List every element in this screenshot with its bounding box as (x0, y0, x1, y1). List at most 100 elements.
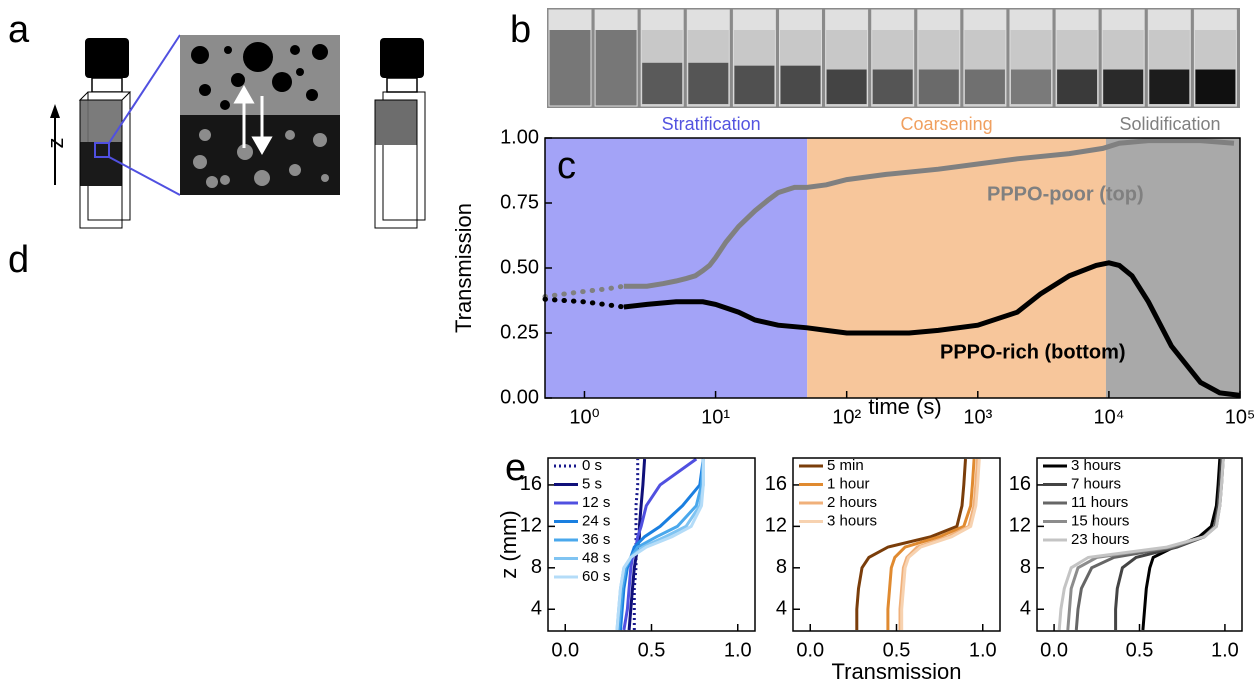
series-line (623, 138, 1235, 289)
y-tick-label: 4 (531, 598, 542, 620)
vial-cap (1194, 10, 1237, 30)
legend-label: 23 hours (1071, 531, 1129, 548)
series-line (886, 458, 976, 630)
vial-cap (641, 10, 684, 30)
vial-bottom (688, 62, 729, 104)
legend-label: 3 hours (1071, 457, 1121, 474)
region (1105, 138, 1240, 398)
legend-label: 36 s (582, 531, 610, 548)
vial-cap (779, 10, 822, 30)
vial-cap (1056, 10, 1099, 30)
legend-label: 0 s (582, 457, 602, 474)
vial-bottom (826, 69, 867, 104)
vial-cap (917, 10, 960, 30)
legend-label: 12 s (582, 494, 610, 511)
x-tick-label: 0.0 (1040, 639, 1068, 661)
series-line (855, 458, 967, 630)
region (807, 138, 1106, 398)
legend-label: 5 s (582, 475, 602, 492)
legend-label: 60 s (582, 568, 610, 585)
legend-label: 15 hours (1071, 512, 1129, 529)
vial-cap (1148, 10, 1191, 30)
x-tick-label: 10² (832, 406, 861, 428)
series-line (542, 296, 627, 310)
vial-cap (733, 10, 776, 30)
x-tick-label: 10⁴ (1093, 406, 1124, 428)
region-label: Coarsening (901, 114, 993, 134)
region-label: Solidification (1119, 114, 1220, 134)
axis-label: z (43, 138, 68, 149)
series-label: PPPO-rich (bottom) (940, 341, 1126, 363)
vial-cap (687, 10, 730, 30)
schematic: a z (8, 9, 426, 229)
y-axis-label: z (mm) (496, 510, 521, 578)
vial-bottom (642, 62, 683, 104)
vial-cap (549, 10, 591, 30)
vial-bottom (918, 69, 959, 104)
x-tick-label: 1.0 (724, 639, 752, 661)
series-line (1114, 458, 1223, 630)
x-tick-label: 10⁰ (569, 406, 599, 428)
y-tick-label: 1.00 (500, 126, 539, 148)
y-tick-label: 16 (1009, 473, 1031, 495)
vial-cap (1010, 10, 1052, 30)
panel-label: a (8, 9, 30, 51)
x-tick-label: 0.0 (551, 639, 579, 661)
panel-label: e (505, 447, 526, 489)
y-tick-label: 16 (520, 473, 542, 495)
series-line (1057, 458, 1225, 631)
x-tick-label: 10⁵ (1225, 406, 1256, 428)
series-line (619, 458, 705, 631)
y-axis-label: Transmission (451, 203, 476, 333)
legend-label: 7 hours (1071, 475, 1121, 492)
vial-photos (547, 8, 1240, 108)
series-label: PPPO-poor (top) (987, 183, 1144, 205)
y-tick-label: 4 (1020, 598, 1031, 620)
legend-label: 1 hour (827, 475, 870, 492)
legend-label: 2 hours (827, 494, 877, 511)
vial-bottom (734, 65, 775, 104)
vial-bottom (1195, 69, 1236, 104)
y-tick-label: 8 (1020, 556, 1031, 578)
vial-bottom (1011, 69, 1051, 104)
x-tick-label: 0.5 (638, 639, 666, 661)
x-tick-label: 0.0 (796, 639, 824, 661)
vial-bottom (780, 65, 821, 104)
vial-cap (1102, 10, 1145, 30)
series-line (615, 459, 705, 631)
series-line (900, 458, 981, 630)
x-tick-label: 10³ (963, 406, 992, 428)
x-tick-label: 0.5 (1126, 639, 1154, 661)
micrographs: d (8, 239, 29, 281)
y-tick-label: 0.50 (500, 256, 539, 278)
x-axis-label: Transmission (832, 659, 962, 684)
vial-bottom (872, 69, 913, 104)
vial-cap (963, 10, 1006, 30)
vial-bottom (964, 69, 1005, 104)
panel-label: d (8, 239, 29, 281)
y-tick-label: 16 (765, 473, 787, 495)
vial-bottom (1149, 69, 1190, 104)
x-axis-label: time (s) (868, 394, 941, 419)
legend-label: 48 s (582, 549, 610, 566)
y-tick-label: 8 (531, 556, 542, 578)
panel-label: c (557, 145, 576, 187)
series-line (632, 459, 640, 630)
panel-label: b (510, 9, 531, 51)
series-line (617, 458, 705, 631)
y-tick-label: 8 (776, 556, 787, 578)
series-line (623, 260, 1241, 398)
legend-label: 3 hours (827, 512, 877, 529)
y-tick-label: 0.00 (500, 386, 539, 408)
y-tick-label: 12 (765, 515, 787, 537)
y-tick-label: 12 (1009, 515, 1031, 537)
legend-label: 11 hours (1071, 494, 1128, 511)
legend-label: 24 s (582, 512, 610, 529)
y-tick-label: 0.75 (500, 191, 539, 213)
x-tick-label: 10¹ (701, 406, 730, 428)
vial-cap (871, 10, 914, 30)
vial-cap (595, 10, 638, 30)
series-line (898, 458, 980, 630)
region-label: Stratification (662, 114, 761, 134)
